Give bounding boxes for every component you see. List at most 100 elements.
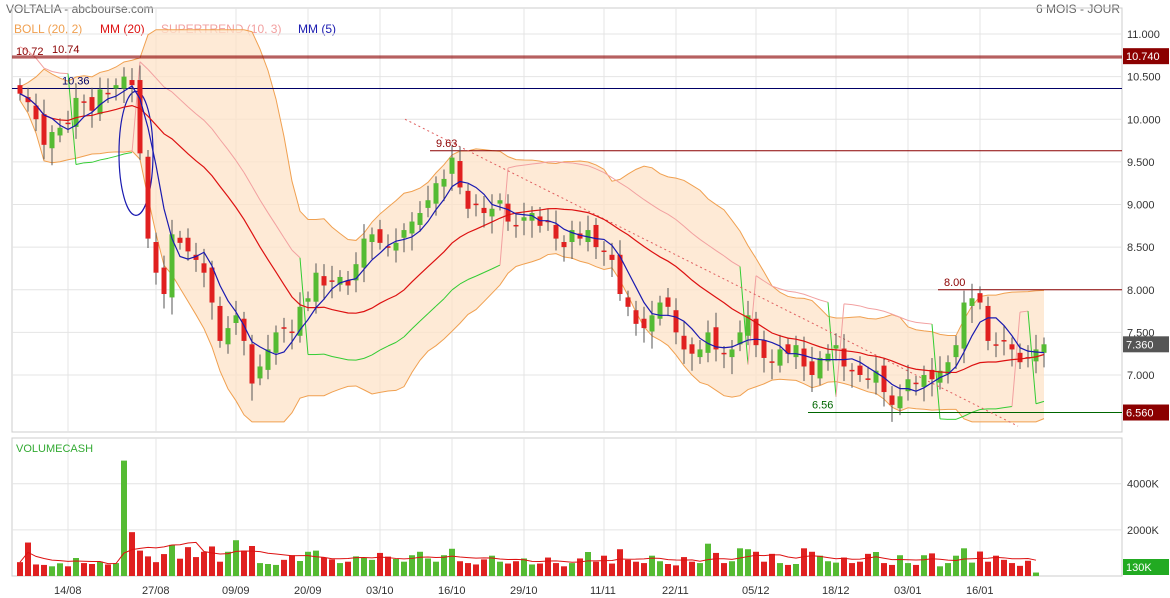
volume-tick-label: 2000K — [1127, 525, 1159, 537]
volume-bar — [921, 555, 927, 576]
supertrend-segment — [139, 61, 149, 70]
volume-bar — [377, 552, 383, 576]
level-tag: 10.740 — [1126, 51, 1160, 63]
legend-boll[interactable]: BOLL (20, 2) — [14, 22, 83, 36]
supertrend-segment — [123, 152, 133, 155]
volume-bar — [137, 550, 143, 576]
volume-bar — [801, 548, 807, 576]
candle-body — [1041, 344, 1047, 353]
candle-body — [185, 237, 191, 252]
volume-bar — [457, 561, 463, 576]
y-tick-label: 9.500 — [1127, 157, 1155, 169]
volume-bar — [833, 562, 839, 576]
supertrend-segment — [883, 310, 893, 315]
volume-bar — [153, 562, 159, 576]
candle-body — [353, 264, 359, 281]
candle-body — [1009, 344, 1015, 350]
volume-bar — [313, 550, 319, 576]
volume-bar — [529, 564, 535, 576]
volume-bar — [449, 548, 455, 576]
supertrend-segment — [115, 153, 125, 157]
candle-body — [521, 217, 527, 221]
candle-body — [849, 369, 855, 372]
volume-bar — [177, 558, 183, 576]
volume-bar — [505, 563, 511, 576]
volume-bar — [273, 564, 279, 576]
candle-body — [465, 190, 471, 209]
candle-body — [921, 375, 927, 387]
legend-mm20[interactable]: MM (20) — [100, 22, 145, 36]
candle-body — [721, 352, 727, 355]
x-tick-label: 14/08 — [54, 585, 82, 597]
candle-body — [881, 365, 887, 393]
supertrend-segment — [195, 113, 205, 121]
candle-body — [993, 344, 999, 346]
candle-body — [457, 161, 463, 188]
volume-bar — [249, 546, 255, 576]
volume-bar — [33, 564, 39, 576]
candle-body — [553, 224, 559, 239]
candle-body — [57, 127, 63, 136]
volume-bar — [617, 549, 623, 576]
volume-bar — [193, 557, 199, 576]
candle-body — [633, 310, 639, 324]
supertrend-segment — [387, 341, 397, 347]
y-tick-label: 10.500 — [1127, 72, 1161, 84]
volume-bar — [81, 563, 87, 576]
candle-body — [129, 80, 135, 86]
candle-body — [673, 310, 679, 333]
candle-body — [969, 298, 975, 306]
candle-body — [737, 332, 743, 345]
candle-body — [681, 335, 687, 350]
supertrend-segment — [155, 77, 165, 88]
volume-bar — [601, 555, 607, 576]
supertrend-segment — [867, 307, 877, 310]
volume-bar — [65, 566, 71, 576]
volume-bar — [945, 563, 951, 576]
candle-body — [897, 396, 903, 409]
candle-body — [289, 331, 295, 334]
candle-body — [561, 242, 567, 248]
volume-bar — [681, 557, 687, 576]
candle-body — [369, 234, 375, 243]
volume-bar — [905, 563, 911, 576]
volume-bar — [209, 546, 215, 576]
x-tick-label: 29/10 — [510, 585, 538, 597]
volume-bar — [721, 563, 727, 576]
supertrend-segment — [603, 172, 613, 179]
level-label: 10.36 — [62, 76, 90, 88]
volume-bar — [497, 561, 503, 576]
mm20-line — [19, 93, 1045, 374]
candle-body — [697, 349, 703, 358]
candle-body — [505, 203, 511, 222]
volume-bar — [265, 564, 271, 576]
candle-body — [393, 242, 399, 251]
candle-body — [817, 357, 823, 379]
supertrend-segment — [643, 199, 653, 206]
volume-bar — [537, 563, 543, 576]
x-tick-label: 22/11 — [662, 585, 689, 597]
supertrend-segment — [875, 308, 885, 312]
volume-bar — [809, 551, 815, 576]
level-label: 10.72 — [16, 46, 44, 58]
volume-bar — [1025, 560, 1031, 576]
y-tick-label: 8.000 — [1127, 285, 1155, 297]
volume-bar — [633, 561, 639, 576]
candle-body — [65, 122, 71, 125]
volume-bar — [57, 563, 63, 576]
x-tick-label: 27/08 — [142, 585, 170, 597]
supertrend-segment — [899, 316, 909, 321]
volume-bar — [785, 564, 791, 576]
candle-body — [585, 230, 591, 243]
candle-body — [833, 345, 839, 349]
candle-body — [753, 318, 759, 346]
x-tick-label: 18/12 — [822, 585, 850, 597]
candle-body — [729, 349, 735, 358]
supertrend-segment — [555, 161, 565, 164]
volume-bar — [953, 555, 959, 576]
volume-bar — [585, 552, 591, 576]
volume-bar — [985, 561, 991, 576]
volume-bar — [825, 561, 831, 576]
supertrend-segment — [787, 290, 797, 293]
candle-body — [625, 297, 631, 307]
